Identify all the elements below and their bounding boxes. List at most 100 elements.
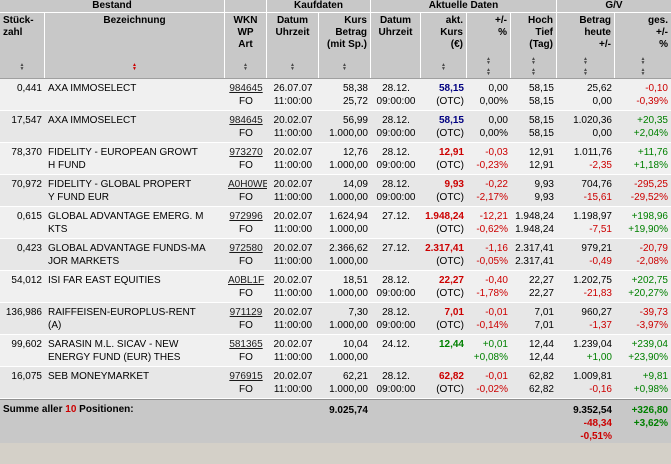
kaufkurs-cell: 18,51 1.000,00	[329, 275, 368, 299]
sort-arrows-icon[interactable]: ▲ ▼	[531, 57, 536, 66]
wkn-link[interactable]: 976915	[229, 371, 263, 382]
sort-row: ▲ ▼ ▲ ▼ ▲ ▼ ▲ ▼ ▲ ▼ ▲ ▼ ▲ ▼ ▲ ▼ ▲ ▼ ▲ ▼ ▲ ▼ ▲ ▼ ▲ ▼ ▲ ▼	[0, 55, 671, 79]
bezeichnung-cell: FIDELITY - EUROPEAN GROWT H FUND	[48, 147, 198, 171]
sort-arrows-icon[interactable]: ▲ ▼	[486, 57, 491, 66]
sort-down-icon: ▼	[640, 60, 646, 66]
sort-down-icon: ▼	[441, 65, 446, 72]
sort-arrows-icon[interactable]: ▲ ▼	[441, 62, 446, 72]
sort-up-icon: ▲	[342, 61, 347, 68]
wkn-cell: 581365 FO	[229, 339, 263, 363]
aktdatum-cell: 27.12.	[382, 243, 410, 254]
sort-arrows-icon[interactable]: ▲ ▼	[20, 62, 25, 71]
summary-day-change-pct: -0,51%	[580, 431, 612, 442]
hoch-tief-cell: 62,82 62,82	[528, 371, 554, 395]
sort-up-icon: ▲	[486, 67, 491, 73]
wkn-link[interactable]: 984645	[229, 83, 263, 94]
group-gv: G/V	[605, 0, 623, 11]
sort-arrows-icon[interactable]: ▲ ▼	[290, 62, 295, 71]
wkn-link[interactable]: A0BL1F	[228, 275, 265, 286]
kaufkurs-cell: 2.366,62 1.000,00	[329, 243, 368, 267]
stueckzahl-cell: 70,972	[11, 179, 42, 190]
wkn-link[interactable]: 973270	[229, 147, 263, 158]
betrag-heute-cell: 704,76 -15,61	[581, 179, 612, 203]
hoch-tief-cell: 12,44 12,44	[528, 339, 554, 363]
aktdatum-cell: 28.12. 09:00:00	[376, 371, 416, 395]
sort-arrows-icon[interactable]: ▲ ▼	[342, 61, 347, 71]
veraenderung-cell: -0,01 -0,14%	[476, 307, 508, 331]
wkn-link[interactable]: 972996	[229, 211, 263, 222]
summary-betrag-total: 9.025,74	[329, 405, 368, 416]
wkn-link[interactable]: 581365	[229, 339, 263, 350]
kaufkurs-cell: 12,76 1.000,00	[329, 147, 368, 171]
kaufkurs-cell: 7,30 1.000,00	[329, 307, 368, 331]
aktdatum-cell: 28.12. 09:00:00	[376, 83, 416, 107]
aktdatum-cell: 28.12. 09:00:00	[376, 147, 416, 171]
sort-arrows-icon[interactable]: ▲ ▼	[583, 68, 588, 77]
summary-gain-pct: +3,62%	[633, 418, 668, 429]
summary-day-change: -48,34	[583, 418, 612, 429]
aktkurs-cell: 7,01 (OTC)	[436, 307, 464, 331]
column-header-kauf-kurs: Kurs Betrag (mit Sp.)	[319, 13, 371, 55]
column-header-kauf-datum: Datum Uhrzeit	[267, 13, 319, 55]
sort-arrows-icon[interactable]: ▲ ▼	[132, 61, 137, 72]
kaufkurs-cell: 62,21 1.000,00	[329, 371, 368, 395]
sort-cell-hoch-tief: ▲ ▼ ▲ ▼	[511, 55, 557, 78]
sort-cell-akt-kurs: ▲ ▼	[421, 55, 467, 78]
betrag-heute-cell: 979,21 -0,49	[581, 243, 612, 267]
bezeichnung-cell: GLOBAL ADVANTAGE EMERG. M KTS	[48, 211, 204, 235]
veraenderung-cell: +0,01 +0,08%	[473, 339, 508, 363]
wkn-link[interactable]: A0H0WB	[228, 179, 267, 190]
sort-up-icon: ▲	[640, 56, 646, 62]
betrag-heute-cell: 1.020,36 0,00	[573, 115, 612, 139]
hoch-tief-cell: 58,15 58,15	[528, 83, 554, 107]
sort-down-icon: ▼	[583, 71, 588, 77]
table-row: 54,012 ISI FAR EAST EQUITIES A0BL1F FO 20.02…	[0, 271, 671, 303]
sort-cell-akt-datum	[371, 55, 421, 78]
gewinn-cell: -20,79 -2,08%	[636, 243, 668, 267]
table-row: 16,075 SEB MONEYMARKET 976915 FO 20.02.07 11:…	[0, 367, 671, 399]
sort-arrows-icon[interactable]: ▲ ▼	[486, 67, 491, 77]
sort-arrows-icon[interactable]: ▲ ▼	[640, 56, 646, 66]
betrag-heute-cell: 1.011,76 -2,35	[573, 147, 612, 171]
table-row: 0,615 GLOBAL ADVANTAGE EMERG. M KTS 972996 F…	[0, 207, 671, 239]
sort-arrows-icon[interactable]: ▲ ▼	[583, 57, 588, 66]
sort-arrows-icon[interactable]: ▲ ▼	[243, 62, 248, 71]
betrag-heute-cell: 1.202,75 -21,83	[573, 275, 612, 299]
summary-label: Summe aller 10 Positionen:	[0, 400, 319, 443]
bezeichnung-cell: ISI FAR EAST EQUITIES	[48, 275, 161, 286]
veraenderung-cell: -12,21 -0,62%	[476, 211, 508, 235]
sort-up-icon: ▲	[132, 61, 137, 68]
wkn-link[interactable]: 984645	[229, 115, 263, 126]
hoch-tief-cell: 9,93 9,93	[534, 179, 554, 203]
bezeichnung-cell: AXA IMMOSELECT	[48, 115, 137, 126]
table-row: 78,370 FIDELITY - EUROPEAN GROWT H FUND 973…	[0, 143, 671, 175]
gewinn-cell: -295,25 -29,52%	[630, 179, 668, 203]
group-wkn-spacer	[225, 0, 267, 12]
veraenderung-cell: 0,00 0,00%	[479, 83, 508, 107]
wkn-cell: 971129 FO	[229, 307, 263, 331]
wkn-link[interactable]: 971129	[229, 307, 263, 318]
sort-arrows-icon[interactable]: ▲ ▼	[641, 68, 646, 77]
hoch-tief-cell: 7,01 7,01	[534, 307, 554, 331]
table-row: 136,986 RAIFFEISEN-EUROPLUS-RENT (A) 971129…	[0, 303, 671, 335]
hoch-tief-cell: 1.948,24 1.948,24	[515, 211, 554, 235]
bezeichnung-cell: AXA IMMOSELECT	[48, 83, 137, 94]
betrag-heute-cell: 25,62 0,00	[586, 83, 612, 107]
kaufdatum-cell: 20.02.07 11:00:00	[273, 307, 313, 331]
group-header-row: Bestand Kaufdaten Aktuelle Daten G/V	[0, 0, 671, 13]
veraenderung-cell: 0,00 0,00%	[479, 115, 508, 139]
kaufkurs-cell: 14,09 1.000,00	[329, 179, 368, 203]
wkn-link[interactable]: 972580	[229, 243, 263, 254]
stueckzahl-cell: 0,441	[16, 83, 42, 94]
hoch-tief-cell: 22,27 22,27	[528, 275, 554, 299]
stueckzahl-cell: 16,075	[11, 371, 42, 382]
sort-down-icon: ▼	[132, 65, 137, 72]
gewinn-cell: +202,75 +20,27%	[628, 275, 668, 299]
kaufkurs-cell: 1.624,94 1.000,00	[329, 211, 368, 235]
wkn-cell: 972580 FO	[229, 243, 263, 267]
sort-up-icon: ▲	[531, 67, 536, 73]
column-header-akt-kurs: akt. Kurs (€)	[421, 13, 467, 55]
aktdatum-cell: 24.12.	[382, 339, 410, 350]
sort-arrows-icon[interactable]: ▲ ▼	[531, 67, 536, 77]
